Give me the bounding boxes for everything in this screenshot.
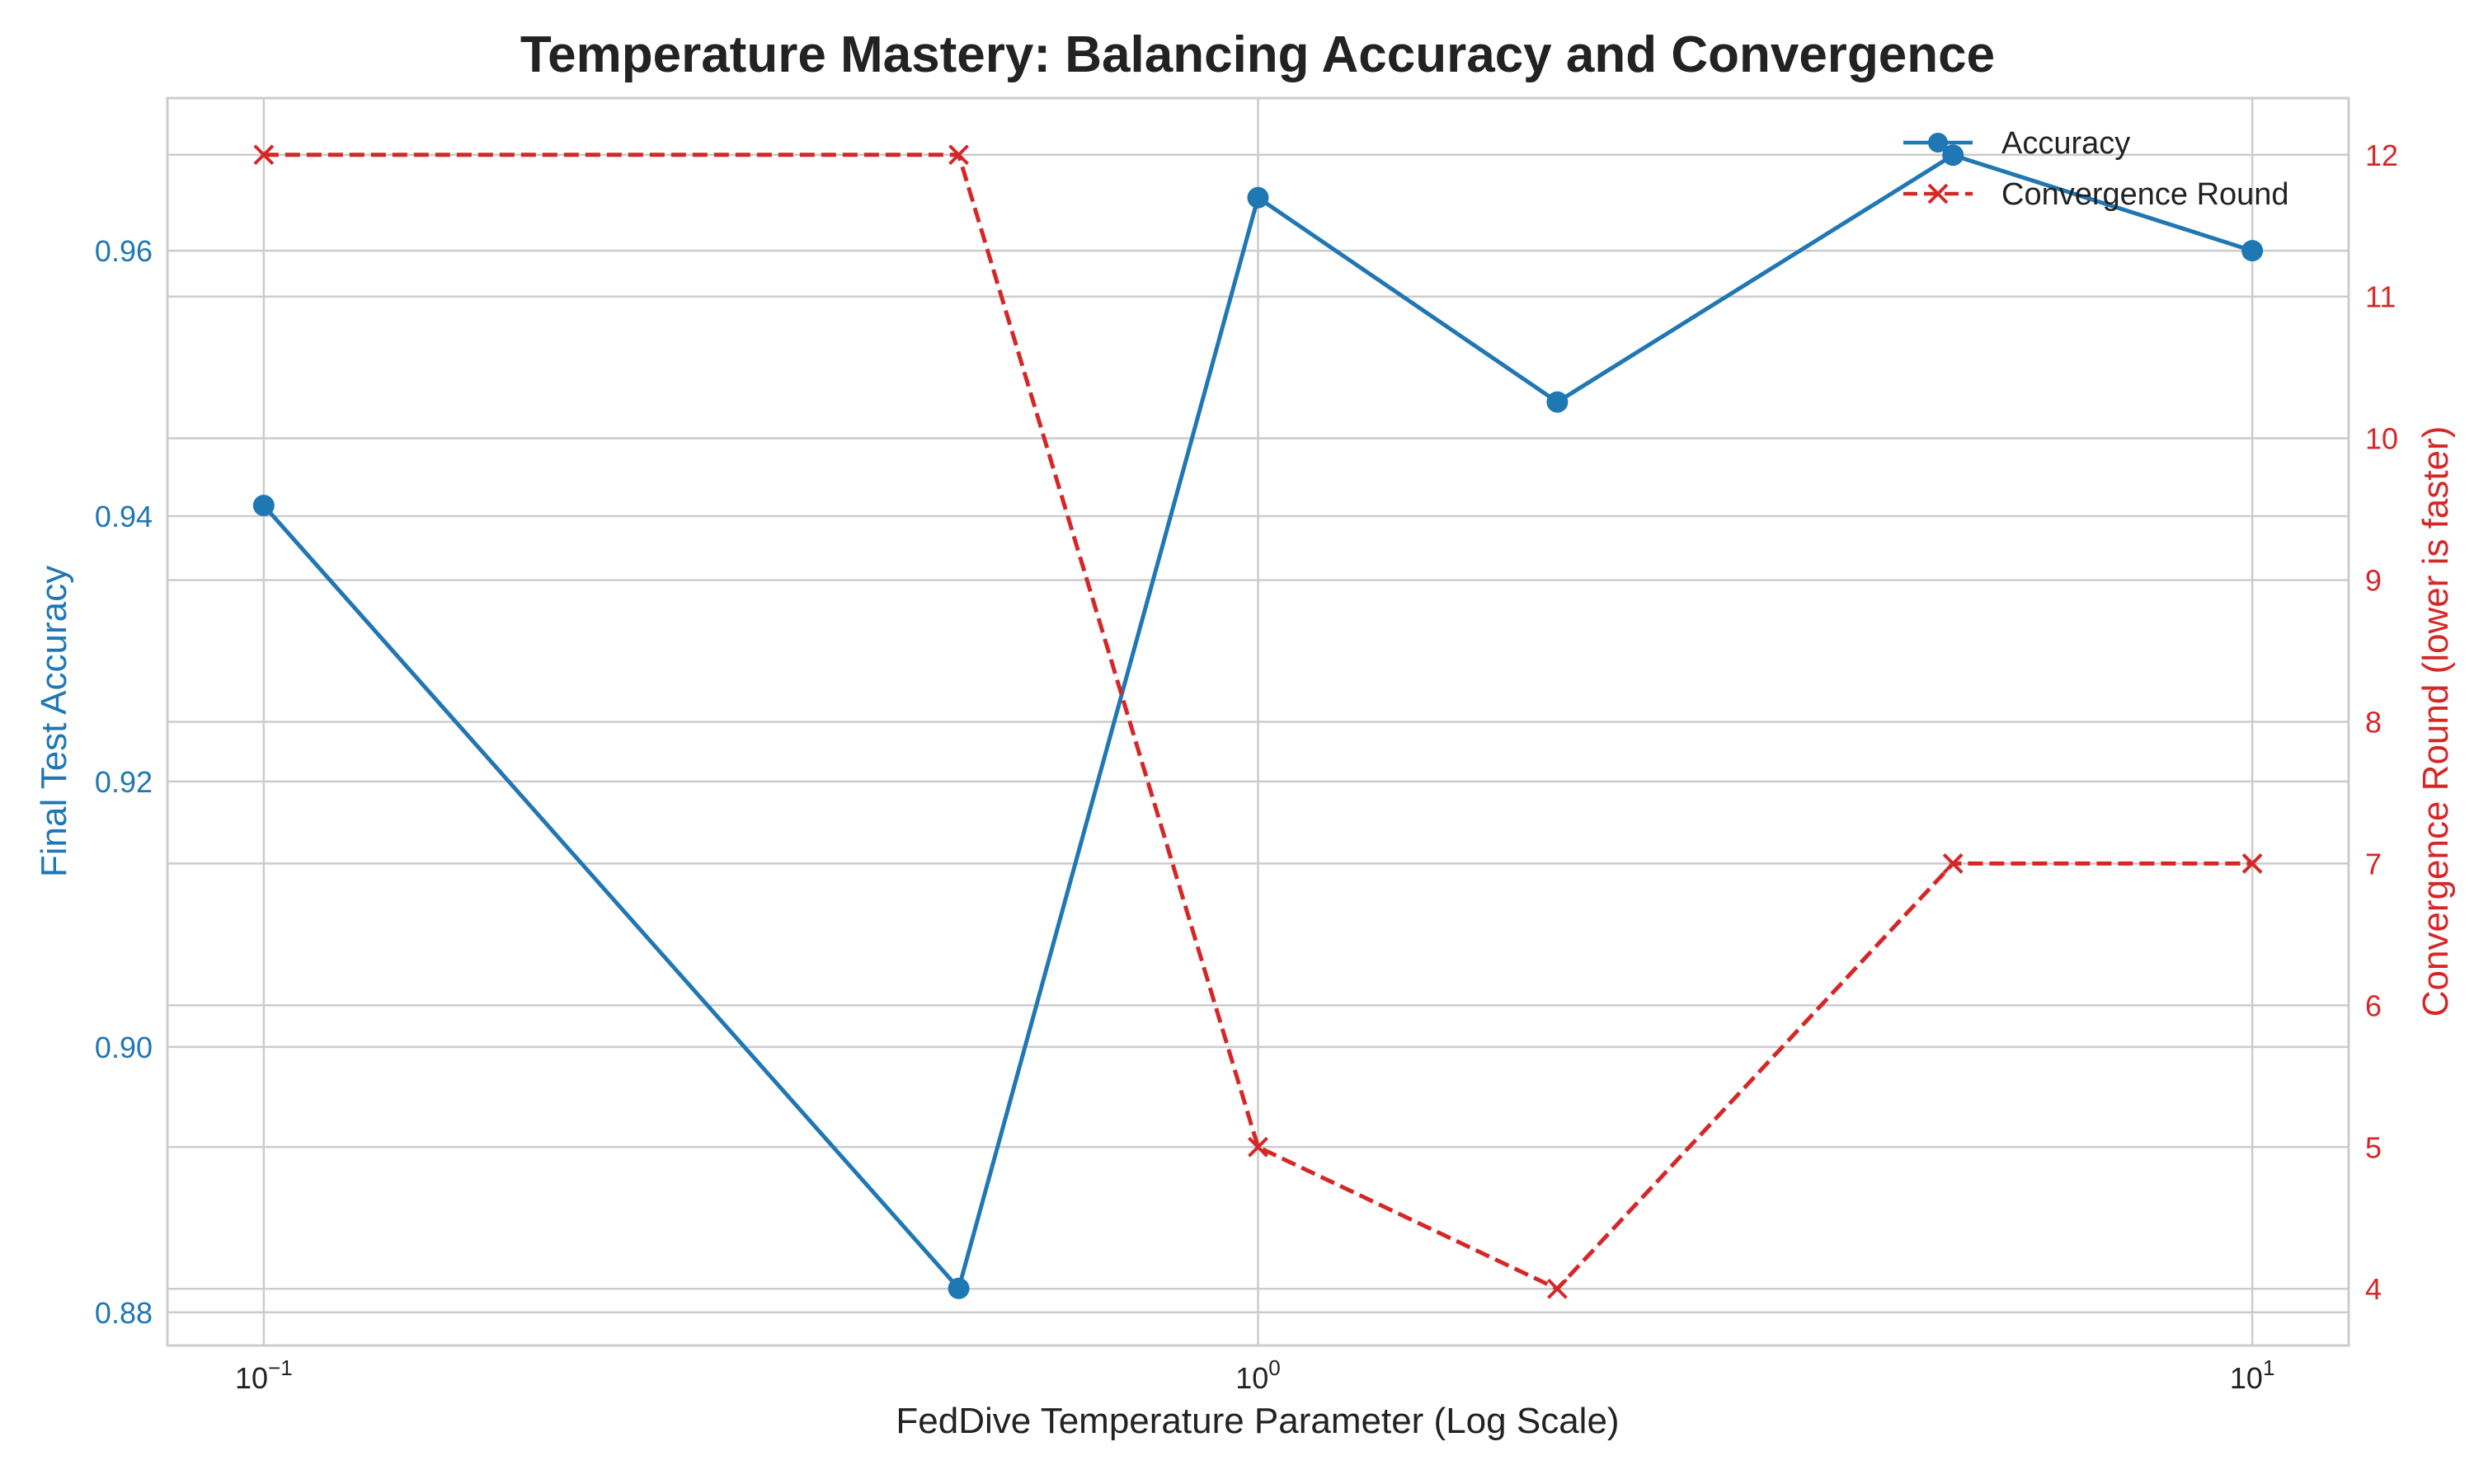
plot-frame bbox=[166, 96, 2350, 1347]
y-right-tick-label: 7 bbox=[2365, 847, 2382, 881]
data-point-convergence-round bbox=[948, 144, 969, 166]
data-point-accuracy bbox=[2241, 240, 2264, 262]
data-point-accuracy bbox=[252, 495, 275, 517]
legend-label-accuracy: Accuracy bbox=[2001, 126, 2130, 161]
y-right-tick-label: 9 bbox=[2365, 564, 2382, 598]
y-right-tick-label: 10 bbox=[2365, 422, 2398, 456]
y-right-tick-label: 11 bbox=[2365, 280, 2396, 314]
x-tick-label: 100 bbox=[1235, 1355, 1281, 1395]
legend: Accuracy Convergence Round bbox=[1903, 126, 2289, 212]
x-tick-label: 101 bbox=[2230, 1355, 2275, 1395]
x-axis-label: FedDive Temperature Parameter (Log Scale… bbox=[896, 1401, 1619, 1441]
data-point-accuracy bbox=[948, 1277, 970, 1299]
data-point-convergence-round bbox=[1248, 1136, 1268, 1158]
data-point-accuracy bbox=[1942, 144, 1964, 167]
legend-marker-accuracy bbox=[1928, 133, 1948, 153]
y-left-axis-label: Final Test Accuracy bbox=[34, 566, 74, 877]
y-left-tick-label: 0.88 bbox=[95, 1296, 153, 1330]
legend-marker-convergence-round bbox=[1927, 183, 1949, 204]
y-left-tick-label: 0.96 bbox=[95, 234, 153, 268]
y-right-axis-label: Convergence Round (lower is faster) bbox=[2415, 426, 2456, 1017]
y-left-tick-label: 0.94 bbox=[95, 500, 153, 533]
data-point-convergence-round bbox=[2241, 853, 2263, 874]
x-tick-exponent: 0 bbox=[1268, 1355, 1280, 1380]
y-right-tick-label: 12 bbox=[2365, 139, 2398, 172]
data-point-convergence-round bbox=[1942, 853, 1964, 874]
series-line-convergence-round bbox=[263, 153, 2253, 1291]
legend-label-convergence-round: Convergence Round bbox=[2001, 177, 2289, 212]
y-left-tick-label: 0.92 bbox=[95, 765, 153, 799]
grid-lines bbox=[167, 98, 2349, 1345]
plot-series bbox=[252, 144, 2264, 1299]
x-tick-base: 10 bbox=[2230, 1361, 2263, 1395]
legend-item-convergence-round: Convergence Round bbox=[1903, 177, 2289, 212]
x-tick-exponent: 1 bbox=[2263, 1355, 2274, 1380]
tick-labels: 10−1 100 1010.880.900.920.940.964567891011… bbox=[95, 139, 2398, 1395]
y-right-tick-label: 8 bbox=[2365, 706, 2382, 740]
y-right-tick-label: 5 bbox=[2365, 1130, 2382, 1164]
legend-item-accuracy: Accuracy bbox=[1903, 126, 2130, 161]
data-point-accuracy bbox=[1546, 391, 1569, 413]
chart-title: Temperature Mastery: Balancing Accuracy … bbox=[520, 26, 1995, 83]
series-line-accuracy bbox=[261, 153, 2253, 1291]
x-tick-exponent: −1 bbox=[268, 1355, 293, 1380]
data-point-convergence-round bbox=[1547, 1278, 1568, 1299]
x-tick-base: 10 bbox=[235, 1361, 268, 1395]
x-tick-label: 10−1 bbox=[235, 1355, 293, 1395]
data-point-accuracy bbox=[1247, 186, 1269, 209]
y-right-tick-label: 6 bbox=[2365, 989, 2382, 1022]
data-point-convergence-round bbox=[253, 144, 275, 166]
y-left-tick-label: 0.90 bbox=[95, 1031, 153, 1064]
x-tick-base: 10 bbox=[1235, 1361, 1268, 1395]
y-right-tick-label: 4 bbox=[2365, 1272, 2382, 1306]
